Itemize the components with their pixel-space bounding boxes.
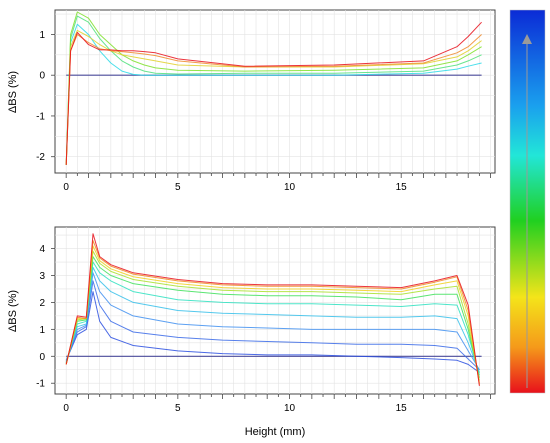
- bottom-series-10: [65, 233, 480, 386]
- top-x-tick-label: 5: [175, 182, 181, 193]
- top-plot-area: [54, 9, 496, 174]
- bottom-x-axis-label: Height (mm): [245, 426, 306, 438]
- top-y-axis-label: ΔBS (%): [7, 71, 19, 113]
- colorbar-arrow: [522, 34, 532, 388]
- top-x-tick-label: 0: [63, 182, 69, 193]
- bottom-x-tick-label: 10: [284, 403, 296, 414]
- bottom-y-axis-label: ΔBS (%): [7, 290, 19, 332]
- top-series-1: [65, 23, 482, 165]
- top-series-6: [65, 21, 482, 165]
- bottom-x-tick-label: 0: [63, 403, 69, 414]
- top-series-4: [65, 29, 482, 165]
- bottom-y-tick-label: 1: [39, 325, 45, 336]
- top-y-tick-label: 1: [39, 30, 45, 41]
- bottom-plot-area: [54, 226, 496, 395]
- bottom-x-tick-label: 5: [175, 403, 181, 414]
- bottom-series-1: [65, 291, 480, 373]
- bottom-y-tick-label: 0: [39, 352, 45, 363]
- top-y-tick-label: -2: [36, 152, 45, 163]
- bottom-y-tick-label: 2: [39, 298, 45, 309]
- top-series-2: [65, 15, 482, 165]
- bottom-series-2: [65, 280, 480, 371]
- top-y-tick-label: -1: [36, 111, 45, 122]
- top-y-tick-label: 0: [39, 71, 45, 82]
- bottom-x-tick-label: 15: [396, 403, 408, 414]
- bottom-series-4: [65, 266, 480, 373]
- bottom-y-tick-label: 3: [39, 271, 45, 282]
- bottom-y-tick-label: 4: [39, 244, 45, 255]
- top-series-3: [65, 11, 482, 165]
- top-x-tick-label: 10: [284, 182, 296, 193]
- top-x-tick-label: 15: [396, 182, 408, 193]
- bottom-y-tick-label: -1: [36, 379, 45, 390]
